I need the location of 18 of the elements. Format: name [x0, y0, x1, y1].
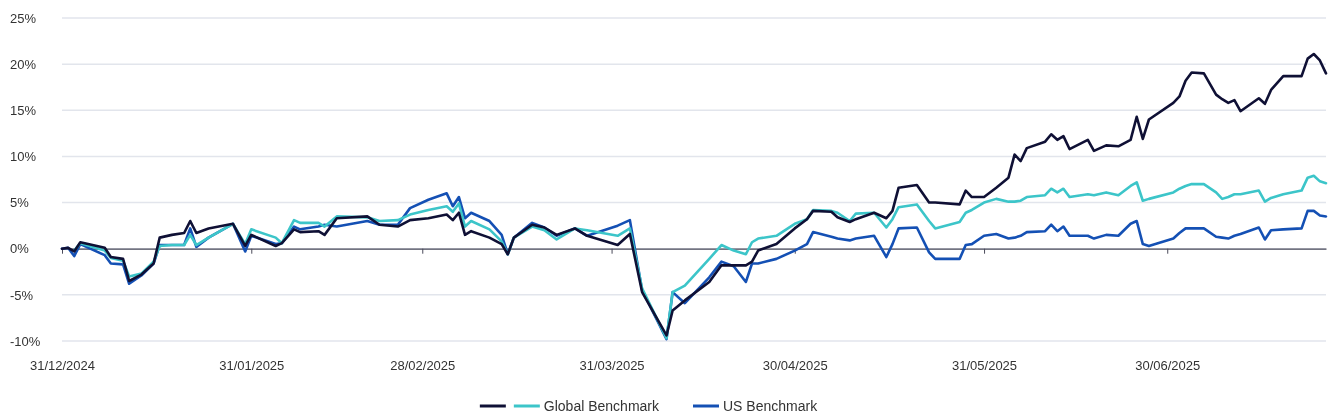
y-tick-label: -5% — [10, 287, 34, 303]
legend-label: US Benchmark — [723, 398, 819, 414]
x-tick-label: 31/05/2025 — [952, 358, 1018, 374]
y-tick-label: 10% — [10, 149, 37, 165]
x-tick-label: 31/12/2024 — [29, 358, 96, 374]
legend-label: Global Benchmark — [543, 398, 660, 414]
y-tick-label: 20% — [10, 56, 37, 72]
y-tick-label: 5% — [10, 195, 30, 211]
y-tick-label: 25% — [10, 10, 37, 26]
y-tick-label: -10% — [10, 333, 41, 349]
x-tick-label: 31/01/2025 — [219, 358, 285, 374]
line-series — [60, 52, 1328, 337]
x-tick-label: 31/03/2025 — [579, 358, 645, 374]
x-tick-label: 30/04/2025 — [762, 358, 828, 374]
x-tick-label: 28/02/2025 — [390, 358, 456, 374]
y-tick-label: 15% — [10, 102, 37, 118]
y-tick-label: 0% — [10, 241, 30, 257]
x-tick-label: 30/06/2025 — [1135, 358, 1201, 374]
